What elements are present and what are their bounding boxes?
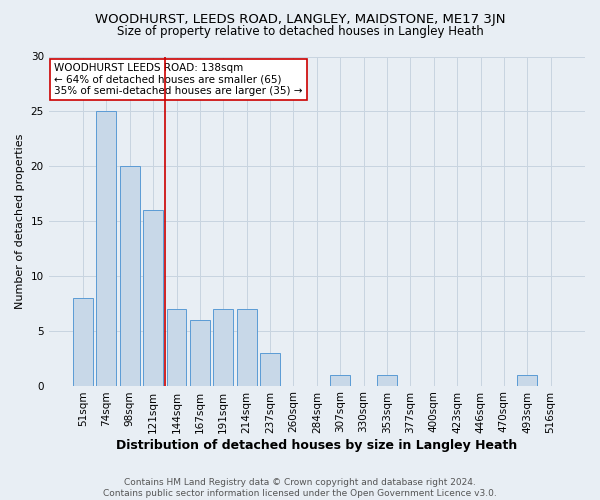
Bar bbox=[73, 298, 93, 386]
Bar bbox=[377, 374, 397, 386]
Bar bbox=[143, 210, 163, 386]
Bar bbox=[214, 309, 233, 386]
Text: Size of property relative to detached houses in Langley Heath: Size of property relative to detached ho… bbox=[116, 25, 484, 38]
Text: Contains HM Land Registry data © Crown copyright and database right 2024.
Contai: Contains HM Land Registry data © Crown c… bbox=[103, 478, 497, 498]
Bar bbox=[190, 320, 210, 386]
Bar bbox=[237, 309, 257, 386]
Bar bbox=[97, 112, 116, 386]
Bar bbox=[260, 352, 280, 386]
Text: WOODHURST LEEDS ROAD: 138sqm
← 64% of detached houses are smaller (65)
35% of se: WOODHURST LEEDS ROAD: 138sqm ← 64% of de… bbox=[54, 63, 302, 96]
Bar bbox=[120, 166, 140, 386]
Bar bbox=[517, 374, 537, 386]
Text: WOODHURST, LEEDS ROAD, LANGLEY, MAIDSTONE, ME17 3JN: WOODHURST, LEEDS ROAD, LANGLEY, MAIDSTON… bbox=[95, 12, 505, 26]
X-axis label: Distribution of detached houses by size in Langley Heath: Distribution of detached houses by size … bbox=[116, 440, 517, 452]
Bar bbox=[330, 374, 350, 386]
Bar bbox=[167, 309, 187, 386]
Y-axis label: Number of detached properties: Number of detached properties bbox=[15, 134, 25, 308]
